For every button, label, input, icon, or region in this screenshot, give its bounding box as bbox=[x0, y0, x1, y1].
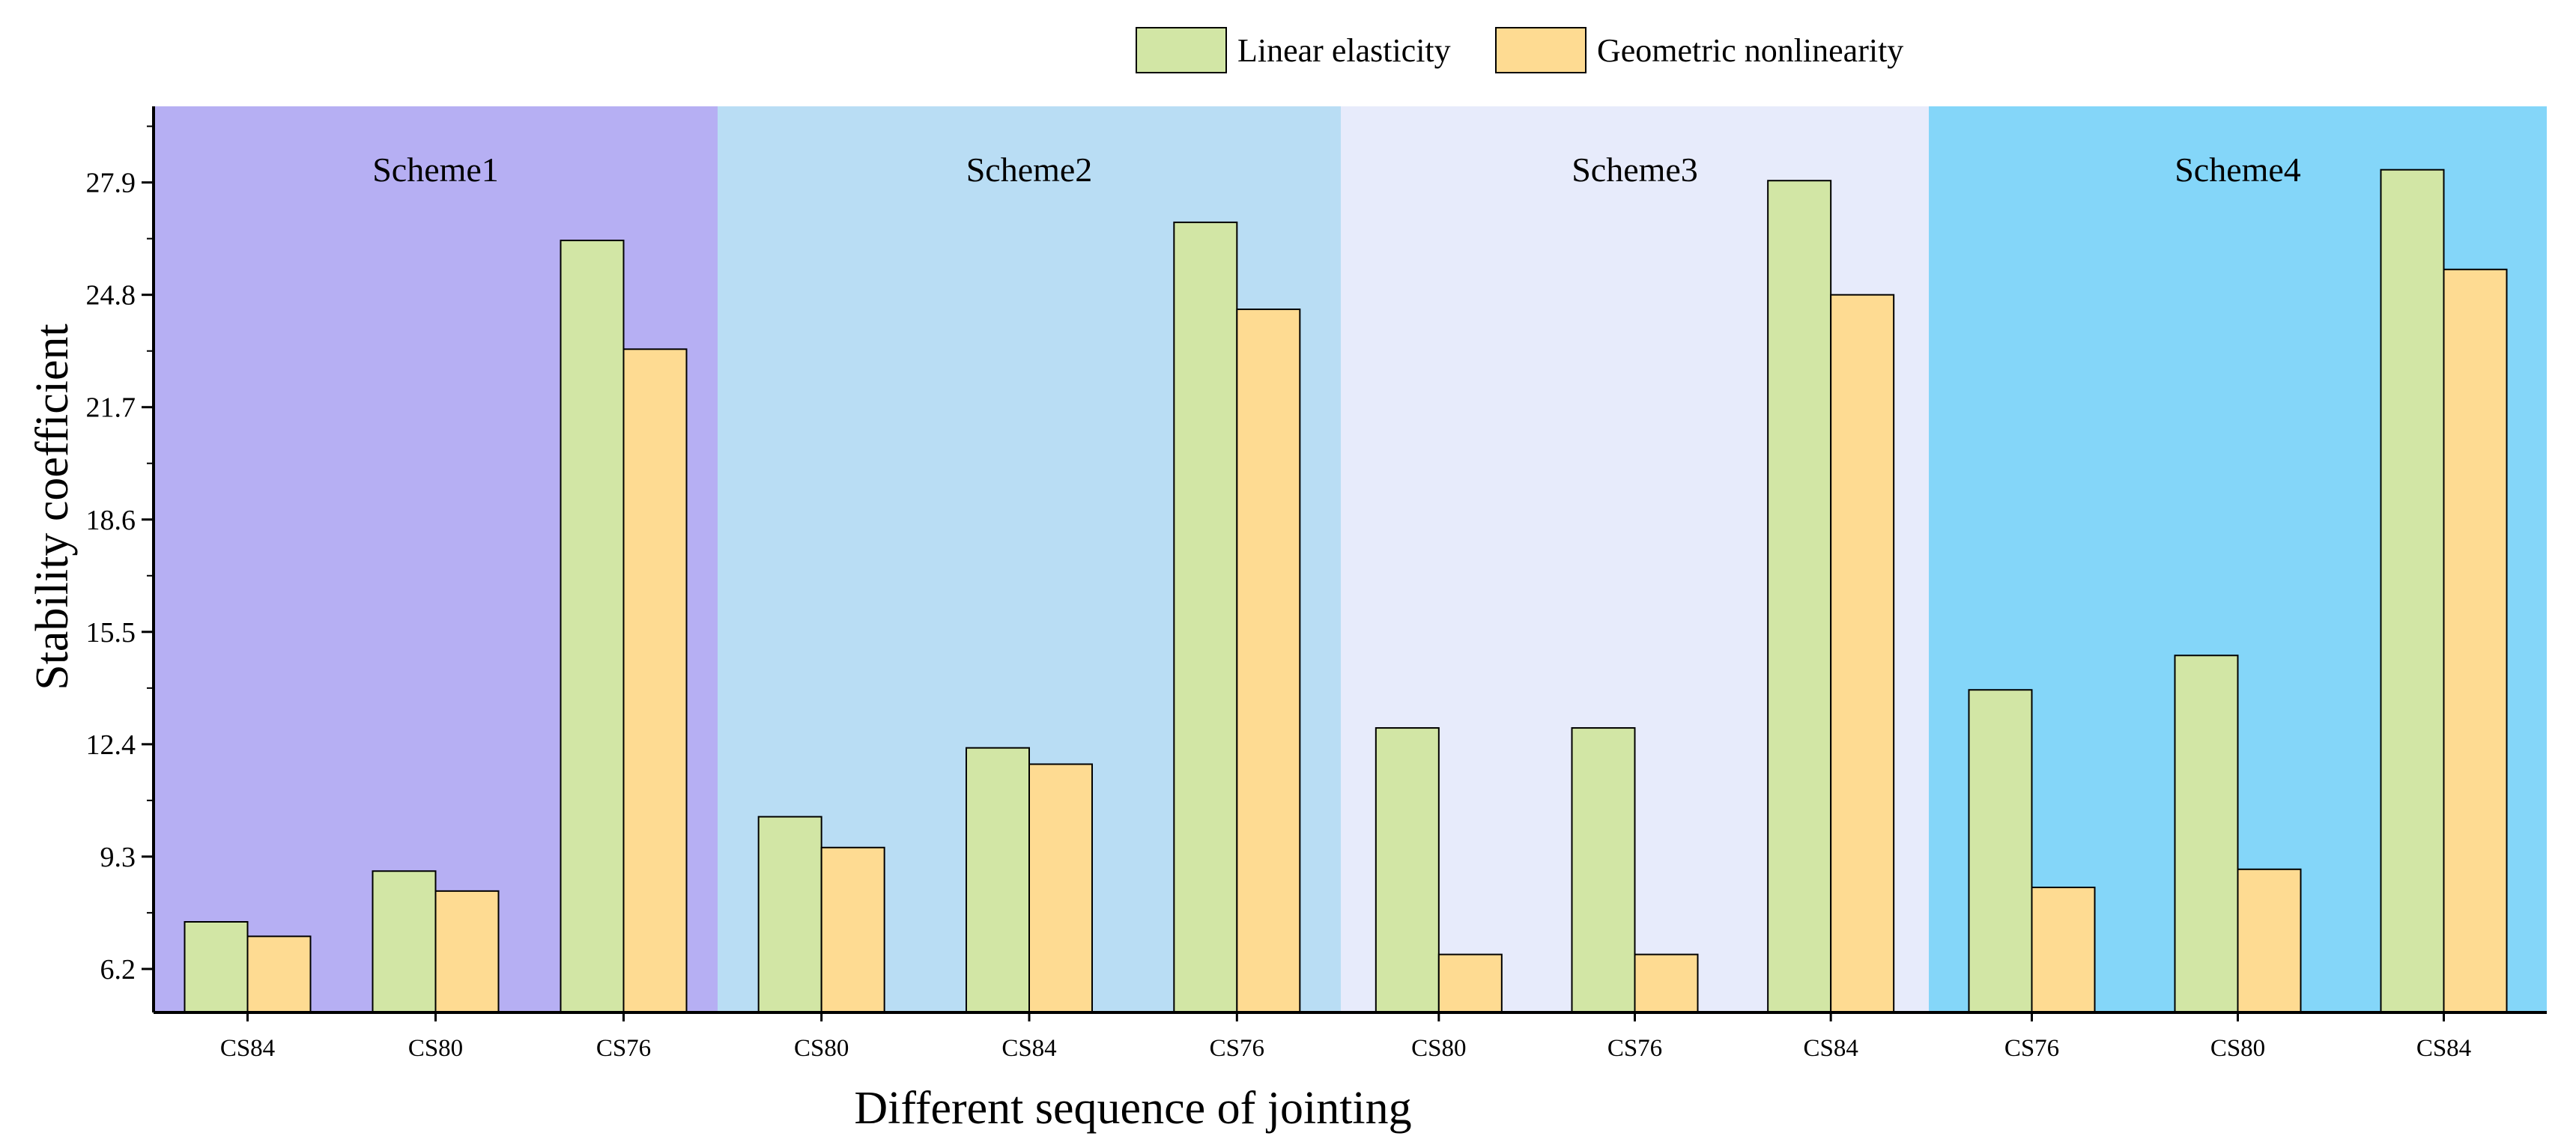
bar-nonlinear-scheme1-cs76 bbox=[622, 348, 688, 1013]
y-tick-label: 9.3 bbox=[100, 842, 136, 873]
bar-linear-scheme2-cs80 bbox=[757, 816, 822, 1013]
bar-nonlinear-scheme4-cs84 bbox=[2443, 268, 2508, 1013]
bar-linear-scheme4-cs76 bbox=[1968, 689, 2033, 1013]
bar-nonlinear-scheme1-cs84 bbox=[246, 935, 312, 1013]
bar-nonlinear-scheme4-cs76 bbox=[2031, 887, 2096, 1014]
x-tick-label: CS76 bbox=[1607, 1035, 1662, 1062]
bar-nonlinear-scheme2-cs76 bbox=[1236, 309, 1301, 1014]
bar-linear-scheme1-cs84 bbox=[184, 921, 249, 1013]
y-tick-label: 15.5 bbox=[86, 617, 136, 649]
scheme-label-3: Scheme3 bbox=[1572, 151, 1698, 189]
y-tick-label: 21.7 bbox=[86, 392, 136, 424]
y-tick-label: 18.6 bbox=[86, 505, 136, 536]
x-tick-label: CS80 bbox=[408, 1035, 463, 1062]
x-tick-label: CS80 bbox=[2210, 1035, 2265, 1062]
bar-linear-scheme1-cs80 bbox=[372, 870, 437, 1013]
legend-label-linear: Linear elasticity bbox=[1237, 32, 1451, 69]
x-tick-label: CS84 bbox=[1001, 1035, 1056, 1062]
y-tick-label: 6.2 bbox=[100, 954, 136, 985]
y-tick-label: 12.4 bbox=[86, 729, 136, 761]
x-tick-label: CS76 bbox=[1210, 1035, 1264, 1062]
x-tick-label: CS84 bbox=[220, 1035, 275, 1062]
bar-nonlinear-scheme3-cs76 bbox=[1634, 953, 1699, 1014]
bar-nonlinear-scheme3-cs84 bbox=[1830, 294, 1895, 1013]
x-tick-label: CS80 bbox=[794, 1035, 849, 1062]
x-tick-label: CS76 bbox=[2004, 1035, 2059, 1062]
bar-nonlinear-scheme2-cs84 bbox=[1028, 763, 1093, 1014]
bar-linear-scheme3-cs84 bbox=[1767, 180, 1832, 1014]
x-tick-label: CS80 bbox=[1411, 1035, 1466, 1062]
scheme-label-4: Scheme4 bbox=[2175, 151, 2301, 189]
x-tick-label: CS84 bbox=[2416, 1035, 2471, 1062]
y-tick-label: 27.9 bbox=[86, 168, 136, 199]
y-axis-title: Stability coefficient bbox=[27, 324, 78, 690]
legend-swatch-linear bbox=[1136, 27, 1227, 73]
scheme-label-1: Scheme1 bbox=[372, 151, 499, 189]
bar-linear-scheme3-cs80 bbox=[1375, 727, 1440, 1013]
legend-label-nonlinear: Geometric nonlinearity bbox=[1597, 32, 1903, 69]
bar-nonlinear-scheme3-cs80 bbox=[1437, 953, 1503, 1014]
x-tick-label: CS84 bbox=[1803, 1035, 1858, 1062]
bar-nonlinear-scheme2-cs80 bbox=[820, 846, 885, 1014]
bar-linear-scheme2-cs76 bbox=[1173, 221, 1238, 1013]
bar-linear-scheme4-cs84 bbox=[2380, 168, 2445, 1014]
x-tick-label: CS76 bbox=[596, 1035, 651, 1062]
legend-swatch-nonlinear bbox=[1495, 27, 1586, 73]
x-axis-title: Different sequence of jointing bbox=[854, 1083, 1411, 1134]
scheme-label-2: Scheme2 bbox=[966, 151, 1093, 189]
bar-linear-scheme4-cs80 bbox=[2174, 655, 2239, 1013]
bar-nonlinear-scheme4-cs80 bbox=[2237, 868, 2302, 1013]
bar-linear-scheme3-cs76 bbox=[1571, 727, 1636, 1013]
y-tick-label: 24.8 bbox=[86, 280, 136, 312]
bar-linear-scheme1-cs76 bbox=[560, 240, 625, 1014]
bar-linear-scheme2-cs84 bbox=[966, 747, 1030, 1013]
bar-nonlinear-scheme1-cs80 bbox=[434, 890, 500, 1013]
